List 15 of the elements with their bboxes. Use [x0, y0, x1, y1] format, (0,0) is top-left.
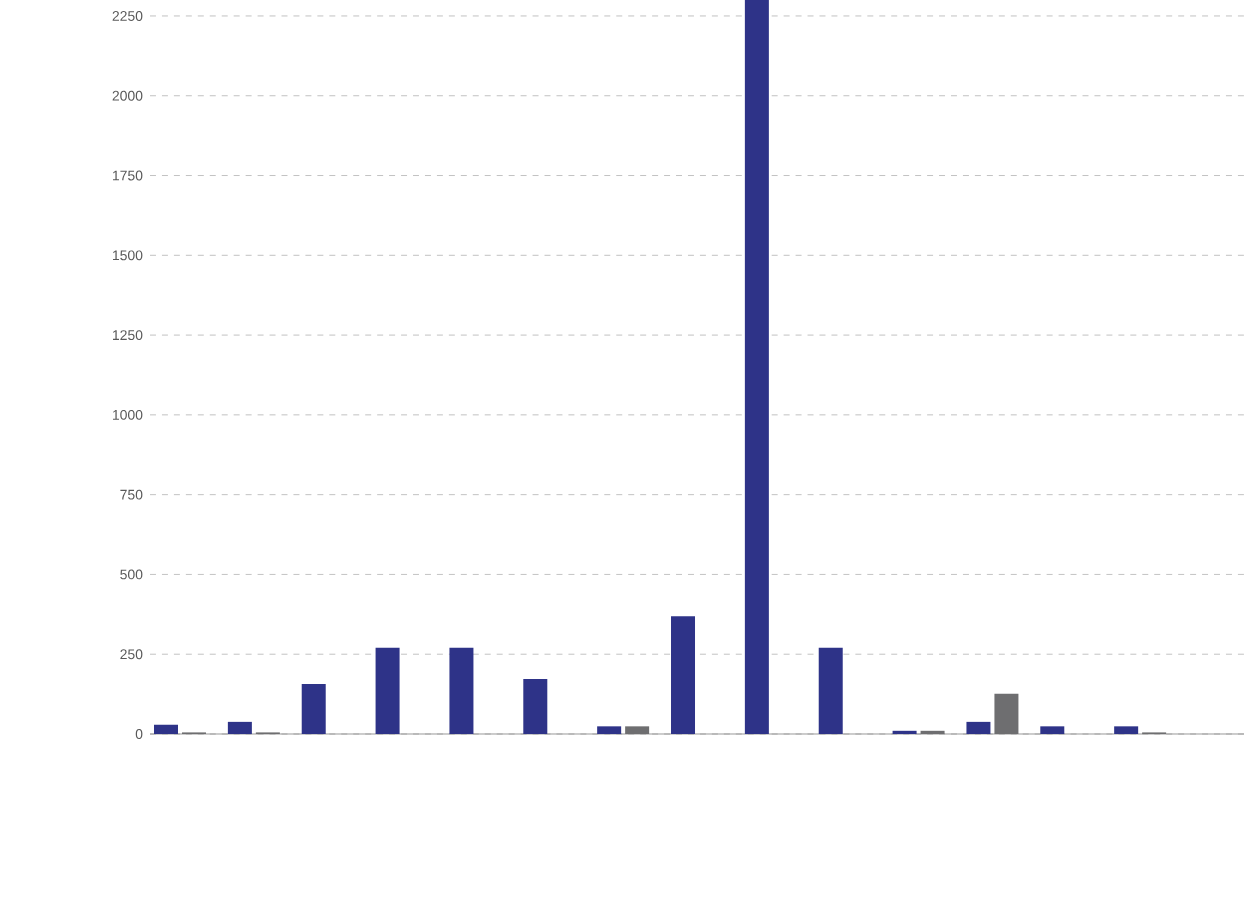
- bar: [818, 647, 843, 734]
- bar: [1040, 726, 1065, 734]
- bar: [744, 0, 769, 734]
- bar: [449, 647, 474, 734]
- bar: [227, 721, 252, 734]
- bar: [375, 647, 400, 734]
- bar: [154, 724, 179, 734]
- bar: [625, 726, 650, 734]
- bar: [301, 683, 326, 734]
- bar: [966, 721, 991, 734]
- bar: [523, 679, 548, 734]
- bar: [994, 693, 1019, 734]
- bar: [671, 616, 696, 734]
- bar: [597, 726, 622, 734]
- bar: [1114, 726, 1139, 734]
